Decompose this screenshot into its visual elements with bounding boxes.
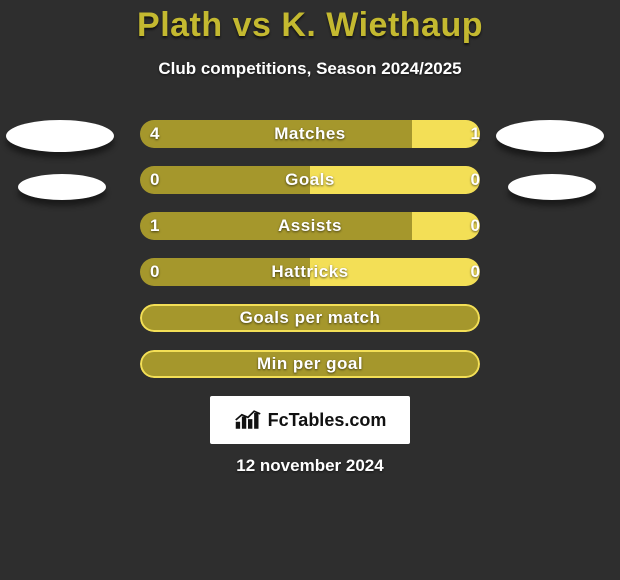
stat-value-right: 0: [450, 166, 480, 194]
stat-label: Hattricks: [140, 258, 480, 286]
stat-rows: Matches41Goals00Assists10Hattricks00Goal…: [0, 120, 620, 396]
comparison-card: Plath vs K. Wiethaup Club competitions, …: [0, 0, 620, 580]
stat-value-left: 0: [150, 166, 180, 194]
stat-row: Matches4 1: [0, 120, 620, 148]
stat-row: Min per goal: [0, 350, 620, 378]
stat-row: Goals0 0: [0, 166, 620, 194]
stat-value-left: 0: [150, 258, 180, 286]
stat-label: Matches: [140, 120, 480, 148]
stat-label: Min per goal: [140, 350, 480, 378]
stat-bar: Matches: [140, 120, 480, 148]
date-caption: 12 november 2024: [0, 456, 620, 476]
bar-chart-icon: [234, 409, 262, 431]
stat-row: Assists1 0: [0, 212, 620, 240]
logo-text: FcTables.com: [268, 410, 387, 431]
stat-bar: Hattricks: [140, 258, 480, 286]
stat-value-right: 0: [450, 258, 480, 286]
stat-bar: Goals per match: [140, 304, 480, 332]
stat-label: Assists: [140, 212, 480, 240]
fctables-logo: FcTables.com: [210, 396, 410, 444]
stat-value-right: 1: [450, 120, 480, 148]
stat-bar: Goals: [140, 166, 480, 194]
stat-label: Goals: [140, 166, 480, 194]
stat-bar: Min per goal: [140, 350, 480, 378]
stat-value-left: 1: [150, 212, 180, 240]
stat-bar: Assists: [140, 212, 480, 240]
stat-label: Goals per match: [140, 304, 480, 332]
stat-row: Hattricks0 0: [0, 258, 620, 286]
subtitle: Club competitions, Season 2024/2025: [0, 59, 620, 79]
title: Plath vs K. Wiethaup: [0, 0, 620, 45]
stat-value-right: 0: [450, 212, 480, 240]
stat-row: Goals per match: [0, 304, 620, 332]
stat-value-left: 4: [150, 120, 180, 148]
